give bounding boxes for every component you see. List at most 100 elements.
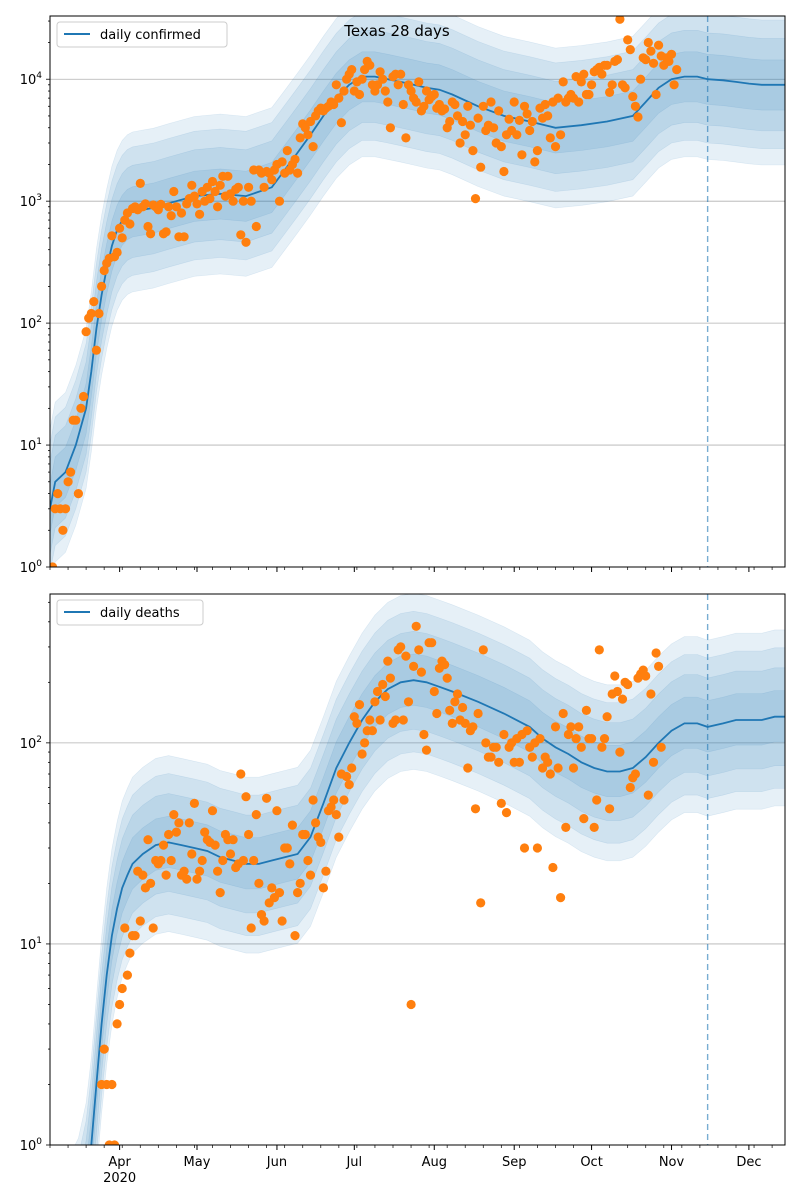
data-point [207,806,218,816]
data-point [610,671,620,681]
data-point [550,722,561,732]
data-point [594,645,604,655]
data-point [566,722,576,732]
data-point [550,142,561,152]
x-tick-label: Sep [502,1155,527,1170]
data-point [612,686,623,697]
data-point [112,1019,122,1029]
data-point [321,866,331,876]
data-point [419,101,429,111]
data-point [277,916,287,926]
data-point [517,150,527,160]
data-point [568,763,579,773]
y-tick-label: 102 [20,315,42,332]
data-point [643,790,653,800]
data-point [403,697,414,707]
data-point [599,734,610,744]
data-point [625,782,635,793]
data-point [305,870,316,880]
confidence-band [87,653,785,1145]
data-point [378,74,388,84]
data-point [357,74,367,84]
data-point [78,391,89,402]
data-point [579,814,589,824]
data-point [115,223,125,233]
data-point [543,757,553,767]
data-point [641,671,651,681]
data-point [117,233,127,243]
data-point [491,742,501,752]
data-point [630,769,641,779]
data-point [267,883,277,893]
data-point [122,970,132,980]
data-point [138,870,148,880]
data-point [509,97,519,107]
legend-box [56,599,204,626]
x-tick-label: Apr [108,1155,131,1170]
data-point [161,870,171,880]
data-point [91,345,101,355]
data-point [344,780,354,790]
data-point [148,923,158,933]
data-point [251,221,261,232]
data-point [672,65,682,75]
data-point [414,77,424,87]
data-point [282,146,292,156]
x-year-label: 2020 [103,1171,136,1186]
data-point [623,35,633,45]
data-point [246,923,256,933]
data-point [519,101,530,111]
data-point [130,931,140,941]
data-point [176,208,187,218]
data-point [455,138,465,148]
data-point [228,196,238,206]
data-point [478,101,488,111]
data-point [200,827,210,837]
data-point [532,843,543,853]
data-point [605,87,615,97]
x-tick-label: Jun [266,1155,287,1170]
data-point [470,194,481,204]
data-point [597,742,607,752]
data-point [584,89,594,100]
y-tick-label: 103 [20,193,42,210]
data-point [293,888,303,898]
data-point [347,763,357,773]
data-point [53,489,63,499]
observed-points [50,16,682,567]
confidence-band [50,16,785,567]
data-point [669,80,679,90]
data-point [496,798,506,809]
data-point [494,757,504,767]
data-point [494,106,504,116]
data-point [646,689,656,699]
data-point [372,686,383,697]
confidence-band [84,630,785,1145]
data-point [115,999,125,1010]
data-point [476,898,486,908]
data-point [316,837,326,848]
data-point [329,795,339,805]
data-point [592,795,602,805]
y-axis: 100 101 102 [20,601,50,1154]
data-point [411,97,421,107]
data-point [643,37,653,48]
data-point [300,829,310,840]
data-point [514,757,525,767]
data-point [295,878,305,889]
data-point [367,726,377,736]
data-point [274,196,285,206]
data-point [213,866,223,876]
data-point [293,168,303,178]
data-point [478,645,488,655]
chart-title: Texas 28 days [343,22,450,40]
data-point [664,56,674,66]
data-point [576,77,586,87]
data-point [648,58,659,68]
data-point [463,763,473,773]
y-tick-label: 101 [20,437,42,454]
data-point [385,673,395,683]
data-point [398,715,408,725]
data-point [360,738,370,748]
confidence-band [80,610,785,1145]
